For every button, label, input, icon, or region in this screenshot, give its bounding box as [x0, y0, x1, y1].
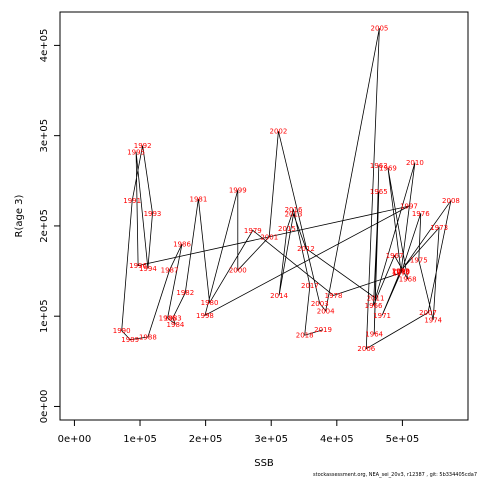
- y-tick-label: 3e+05: [39, 119, 50, 153]
- year-label-1978: 1978: [325, 292, 343, 300]
- year-label-1975: 1975: [410, 257, 428, 265]
- year-label-1979: 1979: [244, 227, 262, 235]
- year-label-1991: 1991: [123, 197, 141, 205]
- year-label-1993: 1993: [144, 210, 162, 218]
- year-label-2010: 2010: [406, 159, 424, 167]
- year-label-1972: 1972: [392, 268, 410, 276]
- year-label-2008: 2008: [442, 197, 460, 205]
- y-tick-label: 4e+05: [39, 29, 50, 63]
- year-label-1965: 1965: [370, 188, 388, 196]
- x-tick-label: 0e+00: [58, 434, 92, 445]
- year-label-1964: 1964: [365, 331, 383, 339]
- year-label-2003: 2003: [311, 300, 329, 308]
- x-tick-label: 3e+05: [254, 434, 288, 445]
- year-label-1992: 1992: [134, 142, 152, 150]
- year-label-1989: 1989: [121, 336, 139, 344]
- year-label-1967: 1967: [386, 252, 404, 260]
- year-label-1970: 1970: [392, 268, 410, 276]
- year-label-1973: 1973: [430, 224, 448, 232]
- year-label-2002: 2002: [270, 128, 288, 136]
- year-label-1996: 1996: [129, 262, 147, 270]
- year-label-1985: 1985: [159, 315, 177, 323]
- year-labels: 1963 1964 1965 1966 1967 1968 1969 1970 1971 1972…: [113, 25, 460, 353]
- year-label-2015: 2015: [278, 225, 296, 233]
- year-label-1997: 1997: [400, 203, 418, 211]
- year-label-2017: 2017: [301, 282, 319, 290]
- recruitment-trajectory-line: [121, 28, 452, 350]
- year-label-1982: 1982: [176, 289, 194, 297]
- plot-frame: [59, 11, 469, 421]
- year-label-1995: 1995: [127, 148, 145, 156]
- year-label-1969: 1969: [379, 165, 397, 173]
- year-label-1980: 1980: [201, 299, 219, 307]
- year-label-1983: 1983: [164, 315, 182, 323]
- footnote: stockassessment.org, NEA_sei_20v3, r1238…: [313, 472, 477, 478]
- year-label-1971: 1971: [373, 312, 391, 320]
- year-label-2004: 2004: [317, 307, 335, 315]
- year-label-1999: 1999: [229, 186, 247, 194]
- year-label-1988: 1988: [139, 333, 157, 341]
- x-tick-label: 1e+05: [123, 434, 157, 445]
- year-label-2014: 2014: [270, 292, 288, 300]
- y-tick-label: 1e+05: [39, 299, 50, 333]
- y-tick-label: 0e+00: [39, 390, 50, 424]
- year-label-1966: 1966: [365, 302, 383, 310]
- year-label-2006: 2006: [357, 345, 375, 353]
- year-label-2016: 2016: [285, 206, 303, 214]
- year-label-1963: 1963: [370, 162, 388, 170]
- year-label-1994: 1994: [139, 265, 157, 273]
- year-label-1987: 1987: [161, 267, 179, 275]
- year-label-1974: 1974: [424, 316, 442, 324]
- year-label-2019: 2019: [314, 326, 332, 334]
- year-label-2018: 2018: [296, 332, 314, 340]
- x-tick-label: 4e+05: [320, 434, 354, 445]
- x-tick-label: 2e+05: [189, 434, 223, 445]
- x-tick-label: 5e+05: [386, 434, 420, 445]
- year-label-1984: 1984: [167, 321, 185, 329]
- year-label-2005: 2005: [371, 25, 389, 33]
- series-path: [121, 28, 452, 350]
- year-label-2009: 2009: [392, 268, 410, 276]
- year-label-2001: 2001: [260, 233, 278, 241]
- x-axis-title: SSB: [254, 458, 274, 469]
- y-axis-title: R(age 3): [14, 194, 25, 237]
- year-label-1976: 1976: [412, 210, 430, 218]
- year-label-2000: 2000: [229, 267, 247, 275]
- year-label-2013: 2013: [285, 211, 303, 219]
- year-label-2012: 2012: [297, 245, 315, 253]
- year-label-1977: 1977: [392, 269, 410, 277]
- year-label-2007: 2007: [419, 309, 437, 317]
- year-label-1968: 1968: [399, 276, 417, 284]
- y-tick-label: 2e+05: [39, 209, 50, 243]
- year-label-1981: 1981: [189, 195, 207, 203]
- axis-ticks: 0e+00 1e+05 2e+05 3e+05 4e+05 5e+05 0e+00 1e+05…: [39, 29, 419, 445]
- year-label-1986: 1986: [173, 240, 191, 248]
- year-label-2011: 2011: [367, 295, 385, 303]
- year-label-1990: 1990: [113, 327, 131, 335]
- year-label-1998: 1998: [196, 312, 214, 320]
